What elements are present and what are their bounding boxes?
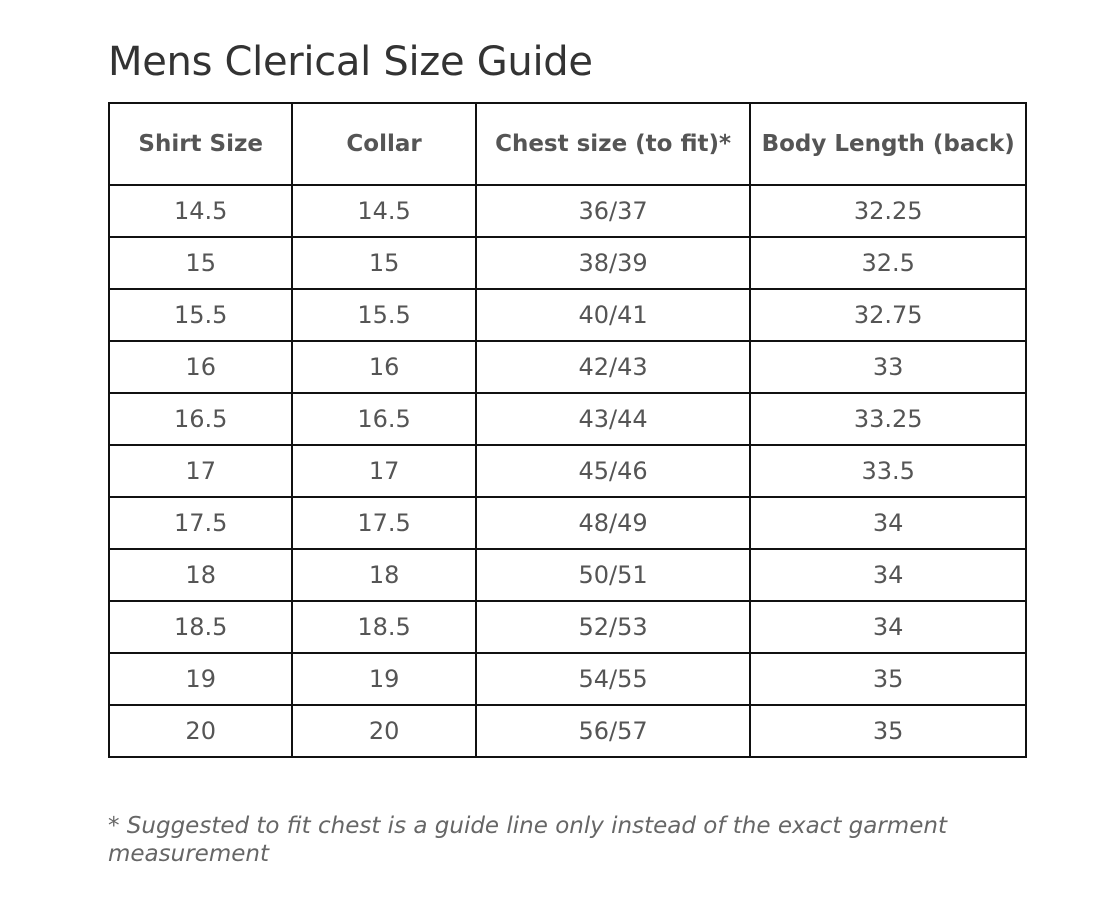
table-body: 14.5 14.5 36/37 32.25 15 15 38/39 32.5 15.5 15.5 4… (107, 184, 1027, 758)
cell-chest-size: 54/55 (474, 652, 752, 706)
header-row: Shirt Size Collar Chest size (to fit)* B… (107, 102, 1027, 186)
cell-collar: 16.5 (291, 392, 477, 446)
table-row: 19 19 54/55 35 (107, 652, 1027, 706)
table-row: 17 17 45/46 33.5 (107, 444, 1027, 498)
cell-shirt-size: 19 (107, 652, 294, 706)
cell-chest-size: 52/53 (474, 600, 752, 654)
header-shirt-size: Shirt Size (107, 102, 294, 186)
cell-chest-size: 45/46 (474, 444, 752, 498)
cell-body-length: 35 (749, 652, 1027, 706)
header-collar: Collar (291, 102, 477, 186)
table-row: 14.5 14.5 36/37 32.25 (107, 184, 1027, 238)
cell-body-length: 34 (749, 548, 1027, 602)
cell-collar: 15 (291, 236, 477, 290)
cell-shirt-size: 16 (107, 340, 294, 394)
cell-shirt-size: 17 (107, 444, 294, 498)
cell-body-length: 33.5 (749, 444, 1027, 498)
cell-body-length: 34 (749, 600, 1027, 654)
cell-collar: 16 (291, 340, 477, 394)
table-row: 18.5 18.5 52/53 34 (107, 600, 1027, 654)
header-chest-size: Chest size (to fit)* (474, 102, 752, 186)
cell-shirt-size: 20 (107, 704, 294, 758)
cell-chest-size: 50/51 (474, 548, 752, 602)
cell-collar: 18 (291, 548, 477, 602)
cell-shirt-size: 17.5 (107, 496, 294, 550)
cell-body-length: 32.5 (749, 236, 1027, 290)
table-row: 15 15 38/39 32.5 (107, 236, 1027, 290)
cell-body-length: 34 (749, 496, 1027, 550)
cell-chest-size: 56/57 (474, 704, 752, 758)
cell-body-length: 32.75 (749, 288, 1027, 342)
cell-collar: 14.5 (291, 184, 477, 238)
cell-collar: 19 (291, 652, 477, 706)
page-title: Mens Clerical Size Guide (108, 39, 593, 85)
table-header: Shirt Size Collar Chest size (to fit)* B… (107, 102, 1027, 186)
cell-shirt-size: 15 (107, 236, 294, 290)
header-body-length: Body Length (back) (749, 102, 1027, 186)
table-row: 20 20 56/57 35 (107, 704, 1027, 758)
cell-chest-size: 36/37 (474, 184, 752, 238)
cell-shirt-size: 18 (107, 548, 294, 602)
cell-body-length: 33.25 (749, 392, 1027, 446)
cell-chest-size: 42/43 (474, 340, 752, 394)
cell-body-length: 32.25 (749, 184, 1027, 238)
cell-body-length: 35 (749, 704, 1027, 758)
cell-collar: 17.5 (291, 496, 477, 550)
cell-shirt-size: 14.5 (107, 184, 294, 238)
cell-shirt-size: 15.5 (107, 288, 294, 342)
cell-shirt-size: 18.5 (107, 600, 294, 654)
cell-collar: 20 (291, 704, 477, 758)
cell-shirt-size: 16.5 (107, 392, 294, 446)
footnote: * Suggested to fit chest is a guide line… (108, 813, 947, 867)
cell-body-length: 33 (749, 340, 1027, 394)
cell-chest-size: 38/39 (474, 236, 752, 290)
table-row: 16 16 42/43 33 (107, 340, 1027, 394)
cell-chest-size: 40/41 (474, 288, 752, 342)
table-row: 18 18 50/51 34 (107, 548, 1027, 602)
cell-collar: 17 (291, 444, 477, 498)
size-guide-table: Shirt Size Collar Chest size (to fit)* B… (107, 102, 1027, 758)
table-row: 15.5 15.5 40/41 32.75 (107, 288, 1027, 342)
cell-collar: 18.5 (291, 600, 477, 654)
cell-chest-size: 43/44 (474, 392, 752, 446)
table-row: 17.5 17.5 48/49 34 (107, 496, 1027, 550)
cell-chest-size: 48/49 (474, 496, 752, 550)
cell-collar: 15.5 (291, 288, 477, 342)
table-row: 16.5 16.5 43/44 33.25 (107, 392, 1027, 446)
